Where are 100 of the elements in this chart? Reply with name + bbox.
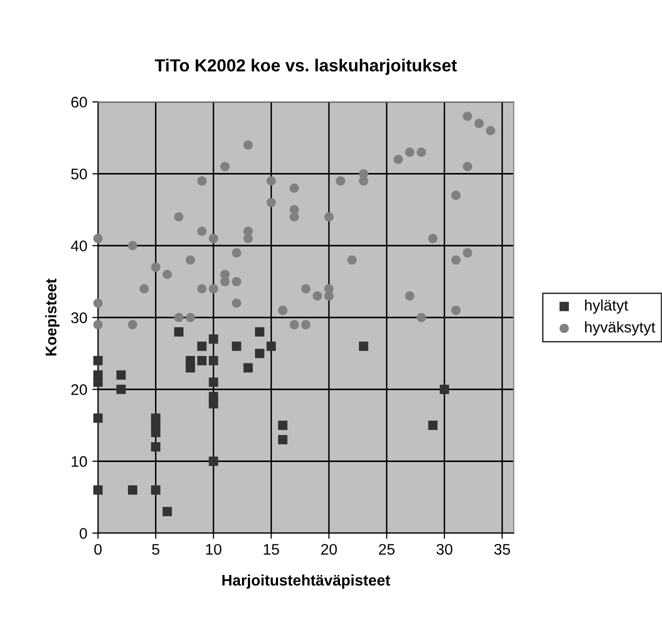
- point: [474, 118, 484, 128]
- point: [208, 234, 218, 244]
- point: [290, 320, 299, 330]
- point: [162, 506, 172, 516]
- point: [278, 420, 288, 430]
- point: [232, 298, 242, 308]
- point: [93, 234, 103, 244]
- point: [93, 298, 103, 308]
- point: [151, 442, 160, 452]
- point: [162, 270, 172, 280]
- point: [151, 485, 160, 495]
- point: [186, 312, 196, 322]
- point: [186, 255, 196, 265]
- point: [174, 312, 184, 322]
- y-tick-label: 40: [70, 240, 87, 252]
- point: [324, 212, 334, 222]
- point: [243, 140, 253, 150]
- x-tick-label: 35: [494, 544, 510, 555]
- point: [416, 312, 426, 322]
- point: [428, 420, 438, 430]
- point: [243, 363, 253, 372]
- y-tick-label: 30: [71, 312, 87, 324]
- x-tick-label: 30: [436, 544, 452, 555]
- y-tick-label: 50: [71, 168, 87, 180]
- point: [486, 126, 496, 136]
- x-tick-label: 15: [264, 544, 280, 555]
- point: [301, 284, 311, 294]
- point: [290, 212, 299, 222]
- point: [266, 176, 276, 186]
- point: [278, 306, 288, 315]
- y-axis-title: Koepisteet: [45, 278, 60, 356]
- point: [451, 190, 461, 200]
- point: [93, 320, 103, 330]
- point: [416, 148, 426, 157]
- point: [428, 234, 438, 244]
- point: [208, 334, 218, 344]
- point: [174, 212, 184, 222]
- point: [197, 226, 207, 236]
- point: [197, 176, 207, 186]
- point: [151, 262, 160, 272]
- point: [336, 176, 346, 186]
- point: [312, 291, 322, 301]
- point: [254, 348, 264, 358]
- point: [128, 320, 138, 330]
- point: [462, 248, 472, 258]
- point: [93, 378, 103, 387]
- point: [197, 284, 207, 294]
- point: [128, 240, 138, 250]
- point: [324, 291, 334, 301]
- point: [197, 356, 207, 366]
- point: [278, 435, 288, 444]
- legend-label: hyväksytyt: [585, 321, 656, 336]
- point: [358, 176, 368, 186]
- point: [116, 384, 126, 394]
- legend-label: hylätyt: [585, 299, 628, 314]
- point: [208, 284, 218, 294]
- point: [232, 342, 242, 351]
- point: [290, 183, 299, 193]
- point: [140, 284, 149, 294]
- x-tick-label: 20: [321, 544, 337, 555]
- point: [197, 342, 207, 351]
- point: [301, 320, 311, 330]
- point: [405, 148, 414, 157]
- point: [232, 248, 242, 258]
- point: [266, 342, 276, 351]
- point: [347, 255, 357, 265]
- point: [93, 356, 103, 366]
- chart-title: TiTo K2002 koe vs. laskuharjoitukset: [154, 58, 457, 75]
- point: [462, 112, 472, 121]
- x-tick-label: 0: [94, 544, 102, 555]
- point: [220, 276, 230, 286]
- point: [462, 162, 472, 172]
- point: [208, 378, 218, 387]
- point: [93, 413, 103, 423]
- point: [266, 198, 276, 208]
- point: [116, 370, 126, 380]
- point: [451, 255, 461, 265]
- point: [358, 342, 368, 351]
- point: [232, 276, 242, 286]
- point: [440, 384, 450, 394]
- point: [93, 485, 103, 495]
- y-tick-label: 20: [71, 384, 87, 396]
- x-axis-title: Harjoitustehtäväpisteet: [222, 574, 390, 589]
- point: [451, 306, 461, 315]
- point: [208, 399, 218, 408]
- point: [128, 485, 138, 495]
- point: [208, 356, 218, 366]
- point: [151, 428, 160, 438]
- point: [208, 456, 218, 466]
- y-tick-label: 60: [71, 96, 87, 108]
- point: [254, 327, 264, 337]
- y-tick-label: 10: [72, 456, 87, 467]
- point: [174, 327, 184, 337]
- point: [405, 291, 414, 301]
- point: [243, 234, 253, 244]
- y-tick-label: 0: [80, 528, 87, 539]
- point: [220, 162, 230, 172]
- x-tick-label: 5: [152, 544, 160, 555]
- point: [186, 363, 196, 372]
- x-tick-label: 10: [206, 544, 222, 555]
